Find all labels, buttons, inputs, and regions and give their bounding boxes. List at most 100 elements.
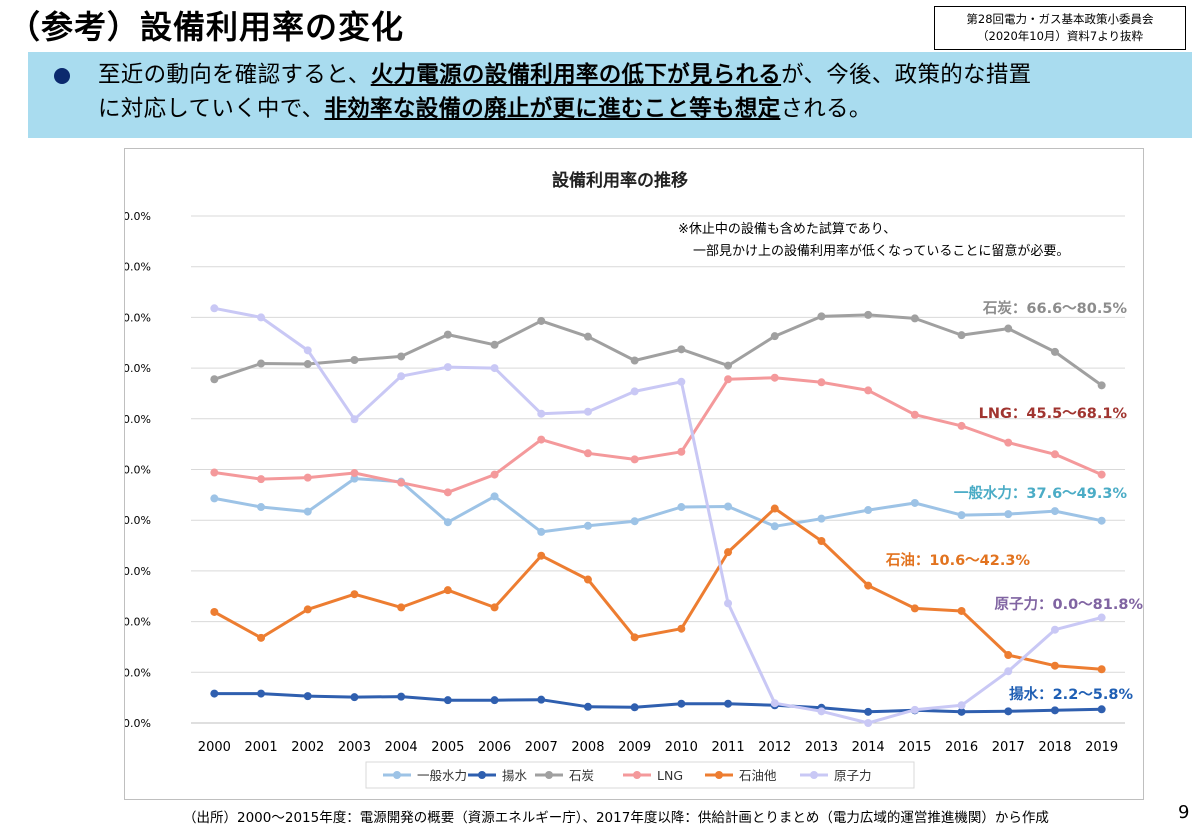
- data-point: [910, 705, 919, 714]
- data-point: [350, 415, 359, 424]
- data-point: [1097, 516, 1106, 525]
- data-point: [864, 386, 873, 395]
- series-line: [214, 306, 1103, 725]
- data-point: [303, 360, 312, 369]
- data-point: [724, 375, 733, 384]
- data-point: [724, 548, 733, 557]
- bullet-icon: [54, 68, 70, 84]
- data-point: [770, 522, 779, 531]
- x-tick-label: 2018: [1038, 740, 1071, 755]
- data-point: [770, 699, 779, 708]
- data-point: [1097, 613, 1106, 622]
- data-point: [537, 695, 546, 704]
- data-point: [817, 312, 826, 321]
- data-point: [1097, 381, 1106, 390]
- source-reference-line2: （2020年10月）資料7より抜粋: [977, 29, 1143, 43]
- range-label: 石炭：66.6～80.5%: [982, 299, 1128, 317]
- x-tick-label: 2005: [431, 740, 464, 755]
- data-point: [303, 473, 312, 482]
- legend-label: LNG: [657, 768, 683, 783]
- range-label: LNG：45.5～68.1%: [979, 406, 1128, 422]
- x-tick-label: 2011: [712, 740, 745, 755]
- range-label: 原子力：0.0～81.8%: [995, 595, 1144, 613]
- data-point: [397, 352, 406, 361]
- page-number: 9: [1178, 802, 1190, 823]
- legend-item: 石油他: [705, 768, 777, 783]
- y-tick-label: 30.0%: [125, 565, 151, 578]
- data-point: [350, 469, 359, 478]
- data-point: [397, 603, 406, 612]
- x-tick-label: 2000: [198, 740, 231, 755]
- legend-item: LNG: [623, 768, 683, 783]
- data-point: [630, 455, 639, 464]
- summary-text-3: に対応していく中で、: [98, 96, 325, 122]
- summary-text: 至近の動向を確認すると、火力電源の設備利用率の低下が見られるが、今後、政策的な措…: [98, 58, 1178, 126]
- range-label: 一般水力：37.6～49.3%: [954, 484, 1128, 502]
- legend-item: 一般水力: [383, 768, 467, 783]
- data-point: [957, 701, 966, 710]
- data-point: [770, 373, 779, 382]
- chart-frame: 設備利用率の推移 ※休止中の設備も含めた試算であり、 一部見かけ上の設備利用率が…: [109, 148, 1144, 800]
- data-point: [1097, 665, 1106, 674]
- data-point: [257, 475, 266, 484]
- x-tick-label: 2007: [525, 740, 558, 755]
- data-point: [957, 606, 966, 615]
- series-原子力: [210, 304, 1106, 727]
- x-tick-label: 2004: [385, 740, 418, 755]
- data-point: [490, 364, 499, 373]
- data-point: [397, 372, 406, 381]
- data-point: [490, 603, 499, 612]
- y-tick-label: 80.0%: [125, 311, 151, 324]
- data-point: [1050, 706, 1059, 715]
- data-point: [537, 409, 546, 418]
- data-point: [1004, 510, 1013, 519]
- page-title: （参考）設備利用率の変化: [8, 8, 405, 46]
- series-揚水: [210, 689, 1106, 716]
- data-point: [583, 332, 592, 341]
- legend-marker: [715, 771, 723, 779]
- data-point: [350, 693, 359, 702]
- y-tick-label: 40.0%: [125, 514, 151, 527]
- data-point: [724, 699, 733, 708]
- data-point: [817, 536, 826, 545]
- data-point: [257, 633, 266, 642]
- data-point: [210, 607, 219, 616]
- legend-marker: [810, 771, 818, 779]
- summary-banner: 至近の動向を確認すると、火力電源の設備利用率の低下が見られるが、今後、政策的な措…: [28, 52, 1192, 138]
- data-point: [257, 503, 266, 512]
- summary-highlight-2: 非効率な設備の廃止が更に進むこと等も想定: [324, 96, 781, 122]
- data-point: [1097, 705, 1106, 714]
- x-tick-label: 2002: [291, 740, 324, 755]
- x-tick-label: 2014: [852, 740, 885, 755]
- range-label: 石油：10.6～42.3%: [885, 551, 1031, 569]
- data-point: [443, 518, 452, 527]
- y-tick-label: 20.0%: [125, 616, 151, 629]
- data-point: [724, 361, 733, 370]
- legend-marker: [393, 771, 401, 779]
- y-tick-label: 100.0%: [125, 210, 151, 223]
- data-point: [1004, 324, 1013, 333]
- data-point: [583, 702, 592, 711]
- data-point: [1004, 667, 1013, 676]
- data-point: [677, 447, 686, 456]
- series-line: [213, 507, 1102, 671]
- data-point: [630, 356, 639, 365]
- data-point: [1004, 707, 1013, 716]
- data-point: [490, 340, 499, 349]
- series-石炭: [210, 310, 1106, 390]
- data-point: [957, 421, 966, 430]
- data-point: [724, 502, 733, 511]
- data-point: [303, 692, 312, 701]
- series-line: [214, 477, 1103, 534]
- data-point: [443, 696, 452, 705]
- data-point: [817, 707, 826, 716]
- footer-source: （出所）2000～2015年度：電源開発の概要（資源エネルギー庁）、2017年度…: [183, 810, 1049, 826]
- data-point: [957, 707, 966, 716]
- data-point: [490, 696, 499, 705]
- x-tick-label: 2008: [571, 740, 604, 755]
- y-tick-label: 10.0%: [125, 666, 151, 679]
- y-tick-label: 60.0%: [125, 413, 151, 426]
- data-point: [583, 521, 592, 530]
- data-point: [210, 375, 219, 384]
- y-tick-label: 0.0%: [125, 717, 151, 730]
